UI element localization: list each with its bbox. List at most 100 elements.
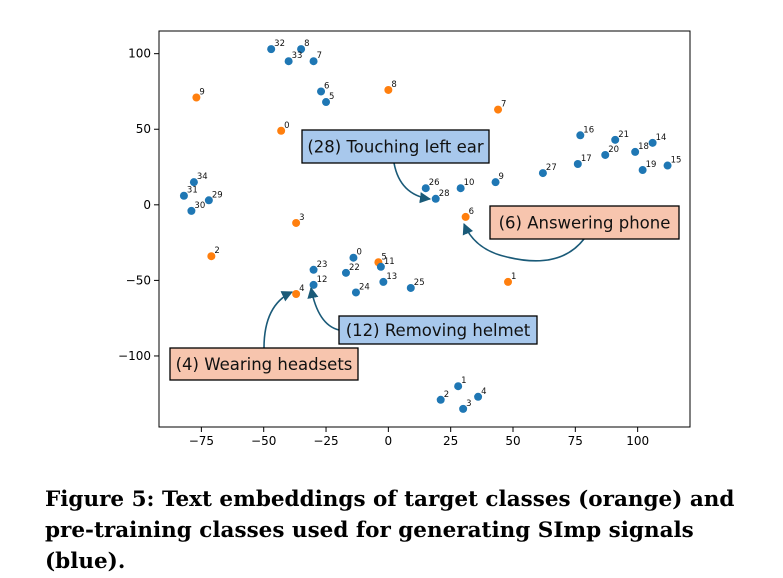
x-tick-label: 100 bbox=[626, 434, 649, 448]
annotation-arrow bbox=[393, 162, 432, 204]
point-label: 7 bbox=[501, 100, 506, 110]
point-label: 17 bbox=[581, 154, 592, 164]
point-label: 22 bbox=[349, 263, 360, 273]
pretraining-class-point bbox=[459, 404, 468, 413]
point-label: 32 bbox=[274, 39, 285, 49]
figure-caption: Figure 5: Text embeddings of target clas… bbox=[45, 487, 735, 574]
x-tick-label: 25 bbox=[443, 434, 458, 448]
pretraining-class-point bbox=[379, 277, 388, 286]
point-label: 4 bbox=[299, 284, 304, 294]
point-label: 14 bbox=[656, 133, 667, 143]
pretraining-class-point bbox=[322, 98, 331, 107]
pretraining-class-point bbox=[456, 184, 465, 193]
point-label: 16 bbox=[583, 125, 594, 135]
annotation-box bbox=[338, 315, 538, 345]
x-tick-label: 75 bbox=[568, 434, 583, 448]
annotation-arrow bbox=[462, 222, 585, 262]
pretraining-class-point bbox=[421, 184, 430, 193]
x-tick-label: −50 bbox=[251, 434, 276, 448]
pretraining-class-point bbox=[406, 283, 415, 292]
annotation-arrow bbox=[307, 286, 340, 331]
pretraining-class-point bbox=[638, 166, 647, 175]
point-label: 11 bbox=[384, 257, 395, 267]
y-tick-label: 0 bbox=[143, 198, 151, 212]
point-label: 26 bbox=[429, 178, 440, 188]
point-label: 33 bbox=[292, 51, 303, 61]
target-class-point bbox=[504, 277, 513, 286]
point-label: 34 bbox=[197, 172, 208, 182]
annotations: (28) Touching left ear (6) Answering phon… bbox=[169, 129, 680, 381]
pretraining-class-point bbox=[187, 206, 196, 215]
pretraining-class-point bbox=[436, 395, 445, 404]
point-label: 5 bbox=[329, 92, 334, 102]
point-label: 19 bbox=[646, 160, 657, 170]
x-tick-label: −75 bbox=[189, 434, 214, 448]
pretraining-class-point bbox=[309, 57, 318, 66]
annotation-box bbox=[489, 205, 680, 240]
pretraining-class-point bbox=[631, 147, 640, 156]
point-label: 20 bbox=[608, 145, 619, 155]
point-label: 24 bbox=[359, 282, 370, 292]
point-label: 13 bbox=[386, 272, 397, 282]
plot-frame bbox=[158, 30, 691, 428]
point-label: 7 bbox=[317, 51, 322, 61]
pretraining-class-point bbox=[309, 265, 318, 274]
pretraining-class-point bbox=[376, 262, 385, 271]
point-label: 21 bbox=[618, 130, 629, 140]
target-class-point bbox=[207, 252, 216, 261]
annotation-box bbox=[169, 347, 359, 381]
point-label: 23 bbox=[317, 260, 328, 270]
annotation-box bbox=[301, 129, 490, 164]
pretraining-class-point bbox=[611, 135, 620, 144]
point-label: 8 bbox=[304, 39, 309, 49]
point-label: 29 bbox=[212, 190, 223, 200]
pretraining-class-point bbox=[454, 382, 463, 391]
point-label: 2 bbox=[214, 246, 219, 256]
annotation-label: (28) Touching left ear bbox=[307, 138, 483, 157]
annotation-label: (6) Answering phone bbox=[499, 214, 671, 233]
target-class-point bbox=[461, 212, 470, 221]
pretraining-class-point bbox=[601, 150, 610, 159]
x-tick-label: 50 bbox=[505, 434, 520, 448]
pretraining-class-point bbox=[341, 268, 350, 277]
point-label: 3 bbox=[466, 399, 471, 409]
target-class-point bbox=[384, 85, 393, 94]
target-class-point bbox=[277, 126, 286, 135]
point-label: 12 bbox=[317, 275, 328, 285]
annotation-label: (4) Wearing headsets bbox=[176, 355, 353, 374]
point-label: 25 bbox=[414, 278, 425, 288]
point-label: 6 bbox=[324, 81, 329, 91]
pretraining-class-point bbox=[349, 253, 358, 262]
point-label: 6 bbox=[469, 207, 474, 217]
point-label: 30 bbox=[194, 201, 205, 211]
pretraining-class-point bbox=[431, 194, 440, 203]
point-label: 4 bbox=[481, 387, 486, 397]
target-class-point bbox=[494, 105, 503, 114]
annotation-arrow bbox=[263, 291, 294, 349]
point-label: 1 bbox=[511, 272, 516, 282]
pretraining-class-point bbox=[474, 392, 483, 401]
point-label: 3 bbox=[299, 213, 304, 223]
pretraining-class-point bbox=[648, 138, 657, 147]
point-label: 2 bbox=[444, 390, 449, 400]
point-label: 9 bbox=[199, 88, 204, 98]
pretraining-class-point bbox=[573, 160, 582, 169]
pretraining-class-point bbox=[284, 57, 293, 66]
pretraining-class-point bbox=[189, 178, 198, 187]
point-label: 15 bbox=[671, 156, 682, 166]
point-label: 0 bbox=[284, 121, 289, 131]
pretraining-class-point bbox=[297, 45, 306, 54]
y-tick-label: −100 bbox=[118, 349, 151, 363]
point-label: 9 bbox=[499, 172, 504, 182]
pretraining-class-point bbox=[351, 288, 360, 297]
point-label: 18 bbox=[638, 142, 649, 152]
annotation-label: (12) Removing helmet bbox=[346, 321, 531, 340]
pretraining-class-point bbox=[538, 169, 547, 178]
pretraining-class-point bbox=[317, 87, 326, 96]
pretraining-class-point bbox=[179, 191, 188, 200]
point-label: 1 bbox=[461, 376, 466, 386]
target-class-point bbox=[292, 289, 301, 298]
